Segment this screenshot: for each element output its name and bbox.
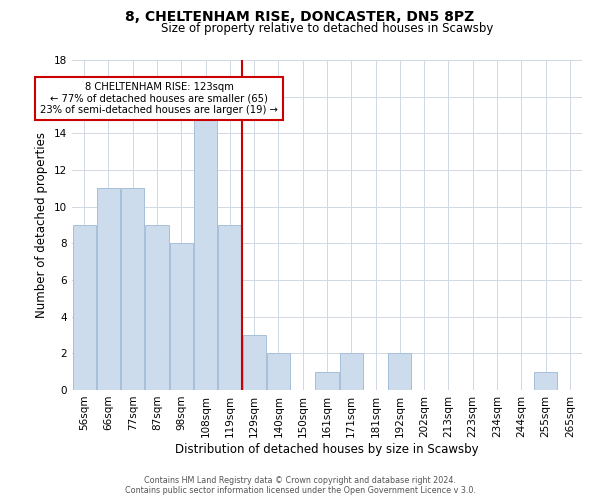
Bar: [534, 372, 557, 390]
Bar: [316, 372, 338, 390]
Bar: [218, 225, 241, 390]
Text: 8, CHELTENHAM RISE, DONCASTER, DN5 8PZ: 8, CHELTENHAM RISE, DONCASTER, DN5 8PZ: [125, 10, 475, 24]
Bar: [194, 115, 217, 390]
X-axis label: Distribution of detached houses by size in Scawsby: Distribution of detached houses by size …: [175, 442, 479, 456]
Bar: [170, 244, 193, 390]
Bar: [145, 225, 169, 390]
Bar: [388, 354, 412, 390]
Bar: [73, 225, 95, 390]
Bar: [340, 354, 363, 390]
Text: Contains HM Land Registry data © Crown copyright and database right 2024.
Contai: Contains HM Land Registry data © Crown c…: [125, 476, 475, 495]
Y-axis label: Number of detached properties: Number of detached properties: [35, 132, 49, 318]
Title: Size of property relative to detached houses in Scawsby: Size of property relative to detached ho…: [161, 22, 493, 35]
Bar: [97, 188, 120, 390]
Text: 8 CHELTENHAM RISE: 123sqm
← 77% of detached houses are smaller (65)
23% of semi-: 8 CHELTENHAM RISE: 123sqm ← 77% of detac…: [40, 82, 278, 115]
Bar: [242, 335, 266, 390]
Bar: [267, 354, 290, 390]
Bar: [121, 188, 144, 390]
